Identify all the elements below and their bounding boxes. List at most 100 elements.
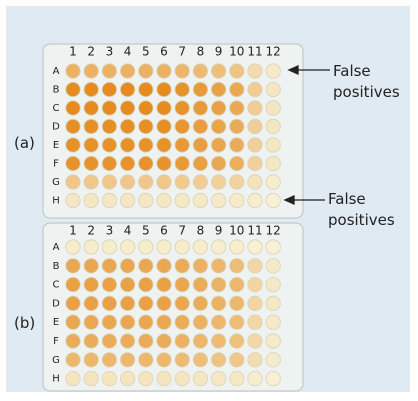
well [266,119,280,133]
well [102,240,116,254]
well [193,296,207,310]
well [139,315,153,329]
well [120,156,134,170]
well [84,101,98,115]
figure: 123456789101112ABCDEFGH123456789101112AB… [0,0,418,401]
well [211,64,225,78]
well [139,353,153,367]
well [66,82,80,96]
well [102,82,116,96]
well [266,353,280,367]
well [84,138,98,152]
well [211,277,225,291]
plate-label: (a) [14,134,35,152]
well [84,371,98,385]
well [193,371,207,385]
well [66,240,80,254]
well [66,315,80,329]
well [102,315,116,329]
well [266,315,280,329]
well [102,101,116,115]
column-label: 12 [266,224,281,238]
well [139,240,153,254]
well [248,353,262,367]
well [175,315,189,329]
well [102,259,116,273]
well [248,240,262,254]
row-label: C [53,103,60,114]
well [120,138,134,152]
well [102,156,116,170]
column-label: 2 [87,224,95,238]
well [230,353,244,367]
well [175,193,189,207]
well [266,64,280,78]
well [193,259,207,273]
well [120,371,134,385]
well [84,296,98,310]
well [211,240,225,254]
well [266,101,280,115]
well [211,175,225,189]
row-label: D [52,298,60,309]
well [157,156,171,170]
well [193,101,207,115]
well [230,259,244,273]
well [102,119,116,133]
well [193,193,207,207]
well [266,138,280,152]
well [139,296,153,310]
well [66,259,80,273]
well [248,156,262,170]
well [266,296,280,310]
well [266,82,280,96]
well [193,64,207,78]
well [266,156,280,170]
well [230,64,244,78]
row-label: E [53,317,59,328]
well [193,240,207,254]
well [248,334,262,348]
well [211,193,225,207]
well [84,82,98,96]
column-label: 11 [247,224,262,238]
well [157,64,171,78]
well [66,371,80,385]
well [157,296,171,310]
well [120,334,134,348]
well [157,334,171,348]
well [139,334,153,348]
well [175,353,189,367]
row-label: A [53,66,60,77]
well [175,259,189,273]
well [211,138,225,152]
well [157,82,171,96]
well [230,101,244,115]
well [230,315,244,329]
well [175,119,189,133]
well [266,334,280,348]
row-label: D [52,122,60,133]
well [120,82,134,96]
well [230,119,244,133]
well [84,193,98,207]
well [84,315,98,329]
row-label: F [53,159,59,170]
well [66,175,80,189]
column-label: 3 [106,224,114,238]
column-label: 2 [87,45,95,59]
well [84,64,98,78]
well [157,175,171,189]
column-label: 6 [160,224,168,238]
well [84,353,98,367]
well [139,193,153,207]
well [266,371,280,385]
well [139,119,153,133]
well [84,277,98,291]
well [230,175,244,189]
well [157,259,171,273]
well [175,240,189,254]
column-label: 12 [266,45,281,59]
well [175,334,189,348]
well [120,101,134,115]
